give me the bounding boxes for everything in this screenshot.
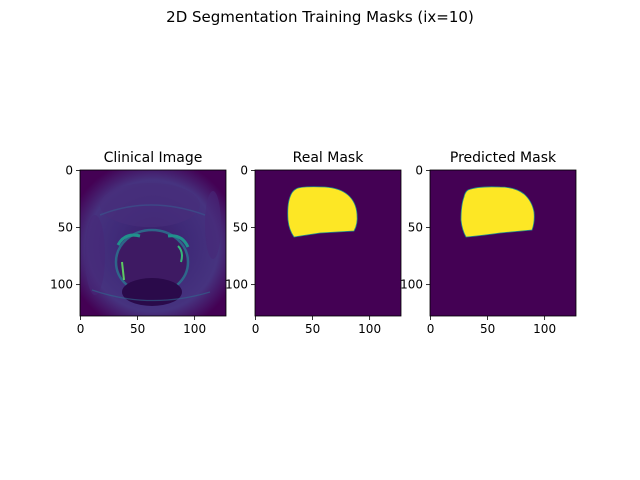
y-tick-label: 50: [58, 221, 73, 235]
axes-frame: [254, 169, 402, 317]
x-tick-label: 100: [533, 322, 556, 336]
y-tick-label: 0: [415, 164, 423, 178]
x-tick-label: 50: [305, 322, 320, 336]
figure-suptitle: 2D Segmentation Training Masks (ix=10): [166, 8, 474, 26]
panel-title: Real Mask: [293, 150, 365, 166]
y-tick-label: 100: [50, 278, 73, 292]
x-tick-label: 0: [77, 322, 85, 336]
x-tick-label: 50: [480, 322, 495, 336]
y-tick-label: 50: [233, 221, 248, 235]
predicted-mask-heatmap: [430, 170, 576, 316]
x-tick-label: 100: [183, 322, 206, 336]
real-mask-heatmap: [255, 170, 401, 316]
clinical-image-heatmap: [80, 170, 226, 316]
panel-title: Predicted Mask: [450, 150, 557, 166]
x-tick-label: 100: [358, 322, 381, 336]
y-tick-label: 100: [225, 278, 248, 292]
y-tick-label: 100: [400, 278, 423, 292]
x-tick-label: 0: [252, 322, 260, 336]
axes-frame: [429, 169, 577, 317]
panel-real-mask: Real Mask 0 50 100 0 50 100: [225, 150, 402, 336]
y-tick-label: 0: [65, 164, 73, 178]
panel-title: Clinical Image: [104, 150, 203, 166]
y-tick-label: 50: [408, 221, 423, 235]
axes-frame: [79, 169, 227, 317]
real-mask-region: [287, 186, 358, 238]
predicted-mask-region: [460, 186, 535, 238]
y-tick-label: 0: [240, 164, 248, 178]
x-tick-label: 0: [427, 322, 435, 336]
x-tick-label: 50: [130, 322, 145, 336]
panel-clinical-image: Clinical Image 0 50 100 0 50 100: [50, 150, 227, 336]
panel-predicted-mask: Predicted Mask 0 50 100 0 50 100: [400, 150, 577, 336]
